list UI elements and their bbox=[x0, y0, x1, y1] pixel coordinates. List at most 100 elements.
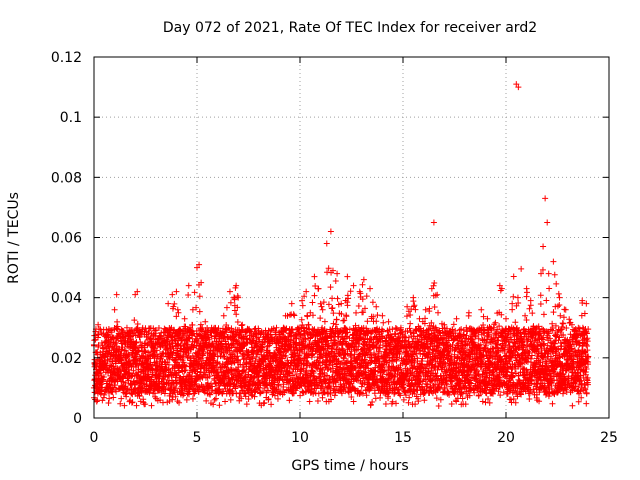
data-point bbox=[212, 379, 219, 386]
data-point bbox=[172, 393, 179, 400]
data-point bbox=[131, 386, 138, 393]
data-point bbox=[166, 398, 173, 405]
data-point bbox=[411, 302, 418, 309]
data-point bbox=[180, 332, 187, 339]
data-point bbox=[334, 295, 341, 302]
data-point bbox=[359, 281, 366, 288]
data-point bbox=[125, 377, 132, 384]
data-point bbox=[212, 395, 219, 402]
data-point bbox=[205, 385, 212, 392]
data-point bbox=[191, 289, 198, 296]
data-point bbox=[119, 344, 126, 351]
data-point bbox=[222, 398, 229, 405]
data-point bbox=[174, 306, 181, 313]
data-point bbox=[317, 315, 324, 322]
data-point bbox=[128, 373, 135, 380]
data-point bbox=[328, 305, 335, 312]
data-point bbox=[131, 317, 138, 324]
data-point bbox=[193, 304, 200, 311]
data-point bbox=[146, 389, 153, 396]
data-point bbox=[143, 377, 150, 384]
data-point bbox=[407, 320, 414, 327]
data-point bbox=[233, 311, 240, 318]
data-point bbox=[206, 373, 213, 380]
data-point bbox=[173, 313, 180, 320]
data-point bbox=[373, 318, 380, 325]
data-point bbox=[120, 327, 127, 334]
data-point bbox=[421, 397, 428, 404]
data-point bbox=[122, 347, 129, 354]
data-point bbox=[205, 334, 212, 341]
data-point bbox=[137, 338, 144, 345]
data-point bbox=[372, 395, 379, 402]
data-point bbox=[299, 302, 306, 309]
data-point bbox=[169, 396, 176, 403]
data-point bbox=[374, 312, 381, 319]
data-point bbox=[306, 398, 313, 405]
data-point bbox=[227, 396, 234, 403]
data-point bbox=[176, 399, 183, 406]
data-point bbox=[113, 388, 120, 395]
data-point bbox=[128, 399, 135, 406]
data-point bbox=[114, 318, 121, 325]
data-point bbox=[330, 310, 337, 317]
data-point bbox=[155, 325, 162, 332]
data-point bbox=[168, 334, 175, 341]
data-point bbox=[382, 400, 389, 407]
data-point bbox=[105, 399, 112, 406]
data-point bbox=[151, 327, 158, 334]
data-points bbox=[90, 81, 592, 409]
data-point bbox=[170, 303, 177, 310]
data-point bbox=[181, 362, 188, 369]
data-point bbox=[234, 318, 241, 325]
data-point bbox=[479, 398, 486, 405]
data-point bbox=[363, 293, 370, 300]
data-point bbox=[462, 401, 469, 408]
data-point bbox=[321, 318, 328, 325]
data-point bbox=[434, 291, 441, 298]
data-point bbox=[148, 374, 155, 381]
data-point bbox=[141, 347, 148, 354]
data-point bbox=[145, 349, 152, 356]
data-point bbox=[332, 277, 339, 284]
data-point bbox=[450, 321, 457, 328]
data-point bbox=[157, 332, 164, 339]
data-point bbox=[196, 308, 203, 315]
data-point bbox=[369, 299, 376, 306]
data-point bbox=[113, 343, 120, 350]
data-point bbox=[120, 379, 127, 386]
data-point bbox=[377, 344, 384, 351]
data-point bbox=[114, 366, 121, 373]
data-point bbox=[431, 303, 438, 310]
data-point bbox=[309, 312, 316, 319]
data-point bbox=[164, 373, 171, 380]
data-point bbox=[103, 326, 110, 333]
data-point bbox=[93, 398, 100, 405]
data-point bbox=[184, 345, 191, 352]
data-point bbox=[183, 396, 190, 403]
data-point bbox=[407, 312, 414, 319]
data-point bbox=[223, 304, 230, 311]
data-point bbox=[194, 368, 201, 375]
chart-title: Day 072 of 2021, Rate Of TEC Index for r… bbox=[163, 20, 537, 36]
data-point bbox=[185, 353, 192, 360]
data-point bbox=[131, 328, 138, 335]
data-point bbox=[172, 385, 179, 392]
data-point bbox=[312, 283, 319, 290]
data-point bbox=[104, 332, 111, 339]
data-point bbox=[227, 299, 234, 306]
data-point bbox=[133, 402, 140, 409]
data-point bbox=[195, 388, 202, 395]
data-point bbox=[353, 309, 360, 316]
data-point bbox=[185, 291, 192, 298]
data-point bbox=[116, 330, 123, 337]
data-point bbox=[286, 397, 293, 404]
data-point bbox=[435, 402, 442, 409]
data-point bbox=[130, 367, 137, 374]
data-point bbox=[210, 401, 217, 408]
data-point bbox=[120, 389, 127, 396]
data-point bbox=[182, 323, 189, 330]
data-point bbox=[314, 398, 321, 405]
data-point bbox=[315, 390, 322, 397]
data-point bbox=[367, 401, 374, 408]
